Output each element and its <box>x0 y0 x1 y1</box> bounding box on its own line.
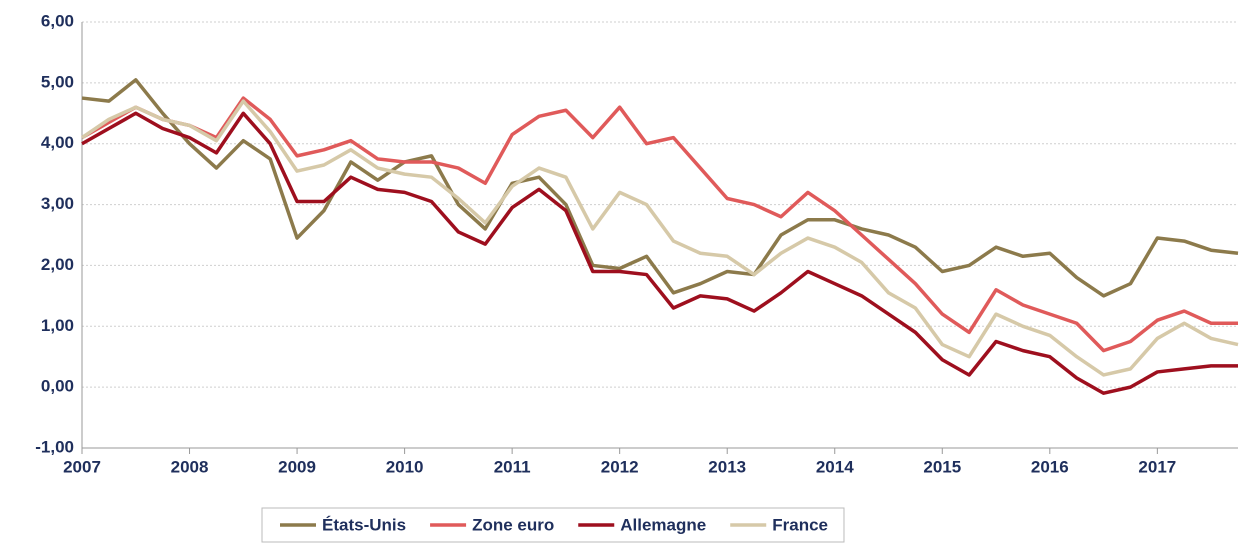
y-tick-label: 1,00 <box>41 316 74 335</box>
legend-label: États-Unis <box>322 515 406 534</box>
series-line <box>81 111 1238 395</box>
series-line <box>81 96 1238 353</box>
y-tick-label: 6,00 <box>41 11 74 30</box>
y-tick-label: 3,00 <box>41 194 74 213</box>
x-tick-label: 2012 <box>601 457 639 476</box>
x-tick-label: 2016 <box>1031 457 1069 476</box>
x-tick-label: 2010 <box>386 457 424 476</box>
y-tick-label: 2,00 <box>41 255 74 274</box>
x-tick-label: 2014 <box>816 457 854 476</box>
series-line <box>81 78 1239 298</box>
x-tick-label: 2013 <box>708 457 746 476</box>
series-line <box>81 99 1239 377</box>
y-tick-label: -1,00 <box>35 437 74 456</box>
legend-label: France <box>772 515 828 534</box>
x-tick-label: 2011 <box>494 457 531 476</box>
y-tick-label: 0,00 <box>41 377 74 396</box>
x-tick-label: 2015 <box>923 457 961 476</box>
legend-label: Zone euro <box>472 515 554 534</box>
x-tick-label: 2008 <box>171 457 209 476</box>
y-tick-label: 5,00 <box>41 72 74 91</box>
y-tick-label: 4,00 <box>41 133 74 152</box>
x-tick-label: 2017 <box>1138 457 1176 476</box>
legend-label: Allemagne <box>620 515 706 534</box>
x-tick-label: 2007 <box>63 457 101 476</box>
x-tick-label: 2009 <box>278 457 316 476</box>
